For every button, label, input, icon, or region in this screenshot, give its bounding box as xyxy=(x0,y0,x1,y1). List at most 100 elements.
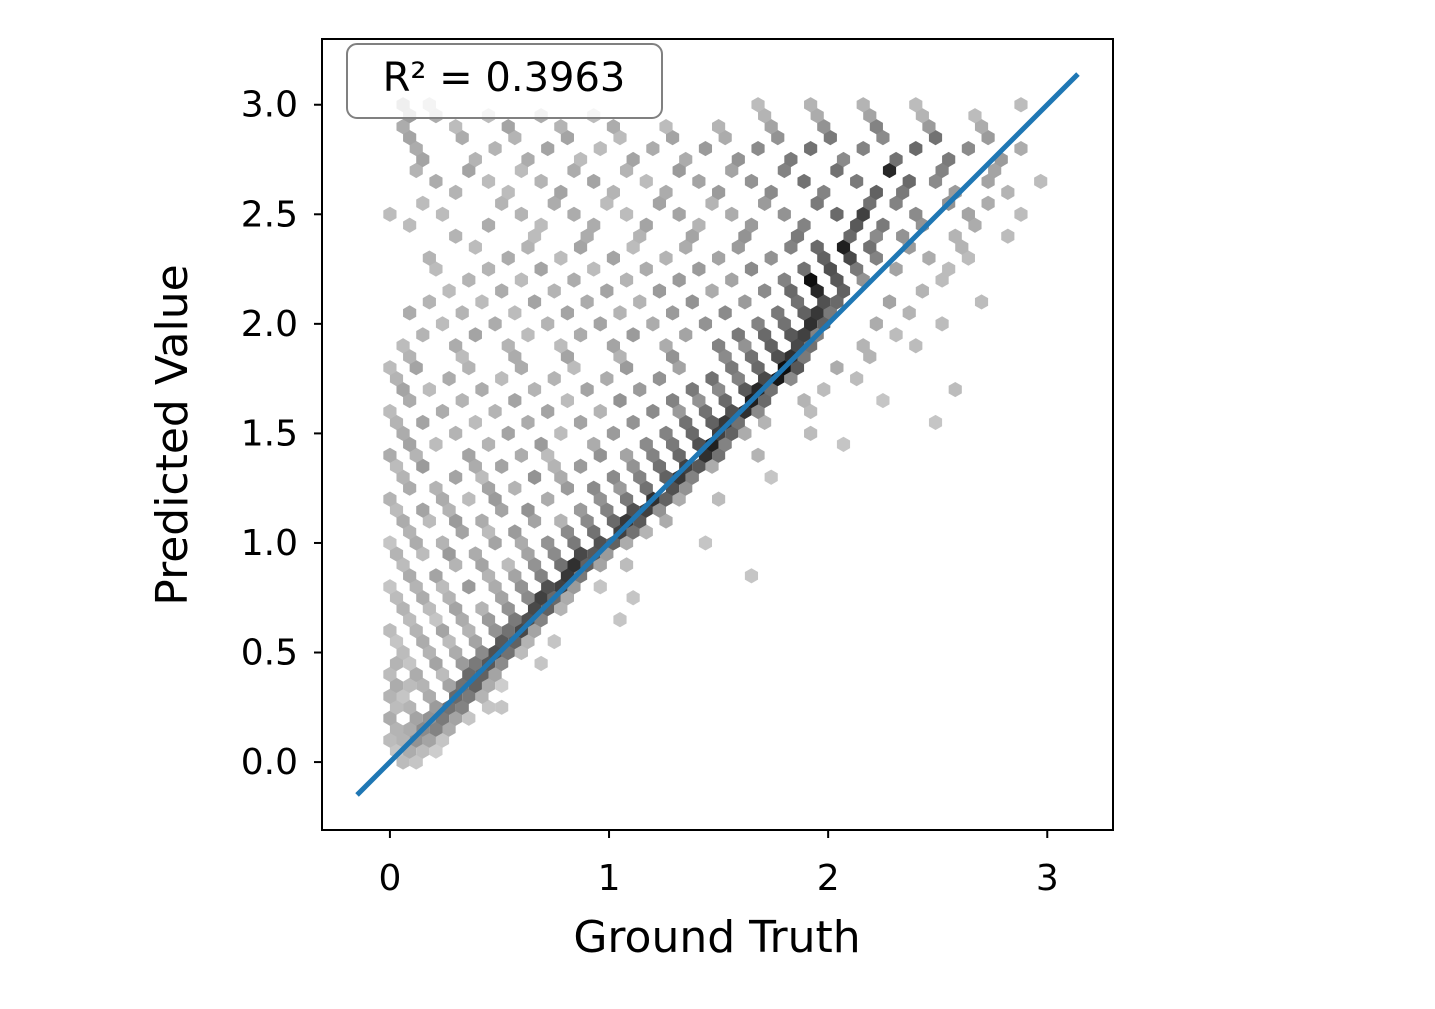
hex-cell xyxy=(810,239,824,255)
hex-cell xyxy=(626,414,640,431)
hex-cell xyxy=(626,327,640,343)
hex-cell xyxy=(646,403,660,420)
hex-cell xyxy=(646,316,660,332)
hex-cell xyxy=(889,151,903,168)
hex-cell xyxy=(915,108,929,124)
hex-cell xyxy=(797,217,811,233)
hex-cell xyxy=(666,305,680,321)
hex-cell xyxy=(909,206,923,222)
hex-cell xyxy=(652,195,667,211)
hex-cell xyxy=(409,666,423,683)
hex-cell xyxy=(527,228,542,244)
hex-cell xyxy=(863,239,877,255)
hex-cell xyxy=(928,130,943,146)
hex-cell xyxy=(554,119,568,135)
hex-cell xyxy=(429,261,443,277)
hex-cell xyxy=(403,349,417,365)
hex-cell xyxy=(725,360,739,376)
hex-cell xyxy=(396,338,410,354)
hex-cell xyxy=(619,206,634,222)
hex-cell xyxy=(712,119,726,135)
hex-cell xyxy=(403,217,417,233)
hex-cell xyxy=(449,710,463,726)
hex-cell xyxy=(679,239,693,255)
hex-cell xyxy=(758,195,772,211)
hex-cell xyxy=(751,140,765,157)
x-tick-label: 1 xyxy=(598,858,621,899)
hex-cell xyxy=(501,250,515,266)
hex-cell xyxy=(514,447,528,463)
hex-cell xyxy=(455,349,469,365)
y-tick-label: 2.5 xyxy=(241,194,298,235)
hex-cell xyxy=(712,338,726,354)
hex-cell xyxy=(685,469,699,485)
hex-cell xyxy=(738,338,752,354)
hex-cell xyxy=(613,349,627,365)
hex-cell xyxy=(416,546,430,562)
hex-cell xyxy=(692,217,706,233)
hex-cell xyxy=(462,360,476,376)
hex-cell xyxy=(383,206,397,222)
hex-cell xyxy=(922,119,936,135)
hex-cell xyxy=(527,513,542,529)
hex-cell xyxy=(863,349,877,365)
hex-cell xyxy=(1014,206,1028,222)
hex-cell xyxy=(442,546,456,562)
hex-cell xyxy=(804,403,818,420)
hex-cell xyxy=(619,360,634,376)
hex-cell xyxy=(383,403,397,420)
hex-cell xyxy=(514,206,528,222)
hex-cell xyxy=(744,217,759,233)
hex-cell xyxy=(567,535,581,551)
hex-cell xyxy=(495,371,509,387)
hex-cell xyxy=(488,535,502,551)
hex-cell xyxy=(422,732,436,748)
hex-cell xyxy=(389,590,404,606)
hex-cell xyxy=(521,546,535,562)
hex-cell xyxy=(429,480,443,496)
hex-cell xyxy=(817,250,831,266)
hex-cell xyxy=(797,392,811,409)
hex-cell xyxy=(639,480,653,496)
hex-cell xyxy=(573,546,588,562)
hex-cell xyxy=(974,119,989,135)
hex-cell xyxy=(435,623,450,639)
hex-cell xyxy=(389,371,404,387)
hex-cell xyxy=(771,130,785,146)
hex-cell xyxy=(481,568,496,584)
hex-cell xyxy=(830,206,844,222)
fit-line xyxy=(355,72,1080,797)
hex-cell xyxy=(751,360,765,376)
hex-cell xyxy=(830,272,844,288)
hex-cell xyxy=(1034,173,1048,190)
hex-cell xyxy=(462,623,476,639)
hex-cell xyxy=(593,491,607,507)
hex-cell xyxy=(508,480,522,496)
y-tick-label: 3.0 xyxy=(241,85,298,126)
hex-cell xyxy=(659,338,673,354)
hex-cell xyxy=(869,228,883,244)
hex-cell xyxy=(633,228,647,244)
hex-cell xyxy=(488,140,502,157)
hex-cell xyxy=(764,184,778,200)
hex-cell xyxy=(1001,184,1015,200)
hex-cell xyxy=(495,699,509,715)
hex-cell xyxy=(534,436,548,452)
hex-cell xyxy=(442,721,456,737)
hex-cell xyxy=(554,250,568,266)
hex-cell xyxy=(481,436,496,452)
hex-cell xyxy=(422,601,436,617)
hex-cell xyxy=(560,349,574,365)
hex-cell xyxy=(758,392,772,409)
hex-cell xyxy=(718,436,732,452)
hex-cell xyxy=(468,414,482,431)
hex-cell xyxy=(836,151,851,168)
hex-cell xyxy=(942,261,956,277)
hex-cell xyxy=(705,458,719,474)
hex-cell xyxy=(383,360,397,376)
hex-cell xyxy=(508,392,522,409)
hex-cell xyxy=(659,491,673,507)
hex-cell xyxy=(626,590,640,606)
hex-cell xyxy=(383,623,397,639)
